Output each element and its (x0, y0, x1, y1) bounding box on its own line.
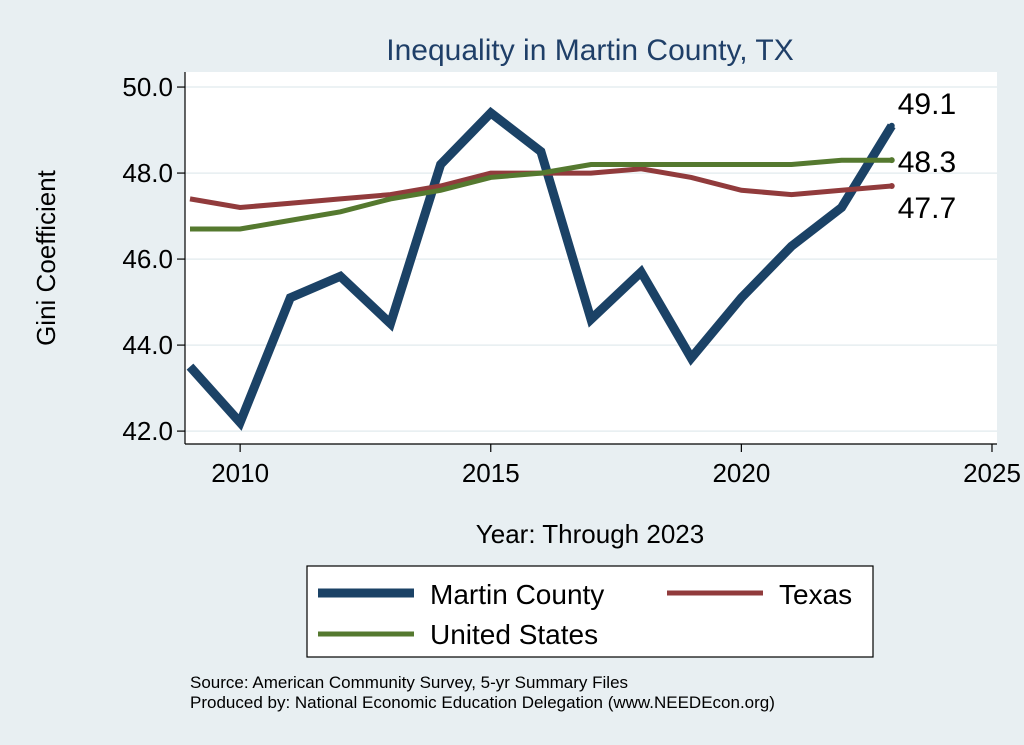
axes: 42.0 44.0 46.0 48.0 50.0 2010 2015 2020 2025 (122, 72, 1021, 488)
x-tick-label: 2010 (211, 458, 269, 488)
x-tick-label: 2020 (712, 458, 770, 488)
series-lines (186, 106, 896, 431)
series-line-martin-county (186, 106, 896, 431)
legend-box (306, 565, 874, 658)
series-line-united-states (190, 157, 892, 232)
y-tick-label: 42.0 (122, 416, 173, 446)
end-labels: 49.1 47.7 48.3 (898, 88, 956, 225)
series-end-point-united-states (888, 157, 895, 164)
end-value-label: 47.7 (898, 192, 956, 225)
y-tick-label: 46.0 (122, 244, 173, 274)
y-tick-label: 48.0 (122, 158, 173, 188)
source-note: Source: American Community Survey, 5-yr … (190, 673, 628, 692)
end-value-label: 49.1 (898, 88, 956, 121)
producer-note: Produced by: National Economic Education… (190, 693, 775, 712)
legend-label-texas: Texas (779, 579, 852, 610)
x-tick-label: 2025 (963, 458, 1021, 488)
plot-area (185, 72, 997, 444)
legend-label-united-states: United States (430, 619, 598, 650)
x-tick-label: 2015 (462, 458, 520, 488)
y-tick-label: 50.0 (122, 72, 173, 102)
y-axis-label: Gini Coefficient (31, 169, 61, 346)
series-end-point-martin-county (888, 122, 895, 129)
legend-label-martin-county: Martin County (430, 579, 604, 610)
legend: Martin County Texas United States (306, 565, 874, 658)
y-tick-label: 44.0 (122, 330, 173, 360)
series-end-point-texas (888, 182, 895, 189)
x-axis-label: Year: Through 2023 (476, 519, 704, 549)
end-value-label: 48.3 (898, 146, 956, 179)
chart-title: Inequality in Martin County, TX (386, 34, 793, 67)
